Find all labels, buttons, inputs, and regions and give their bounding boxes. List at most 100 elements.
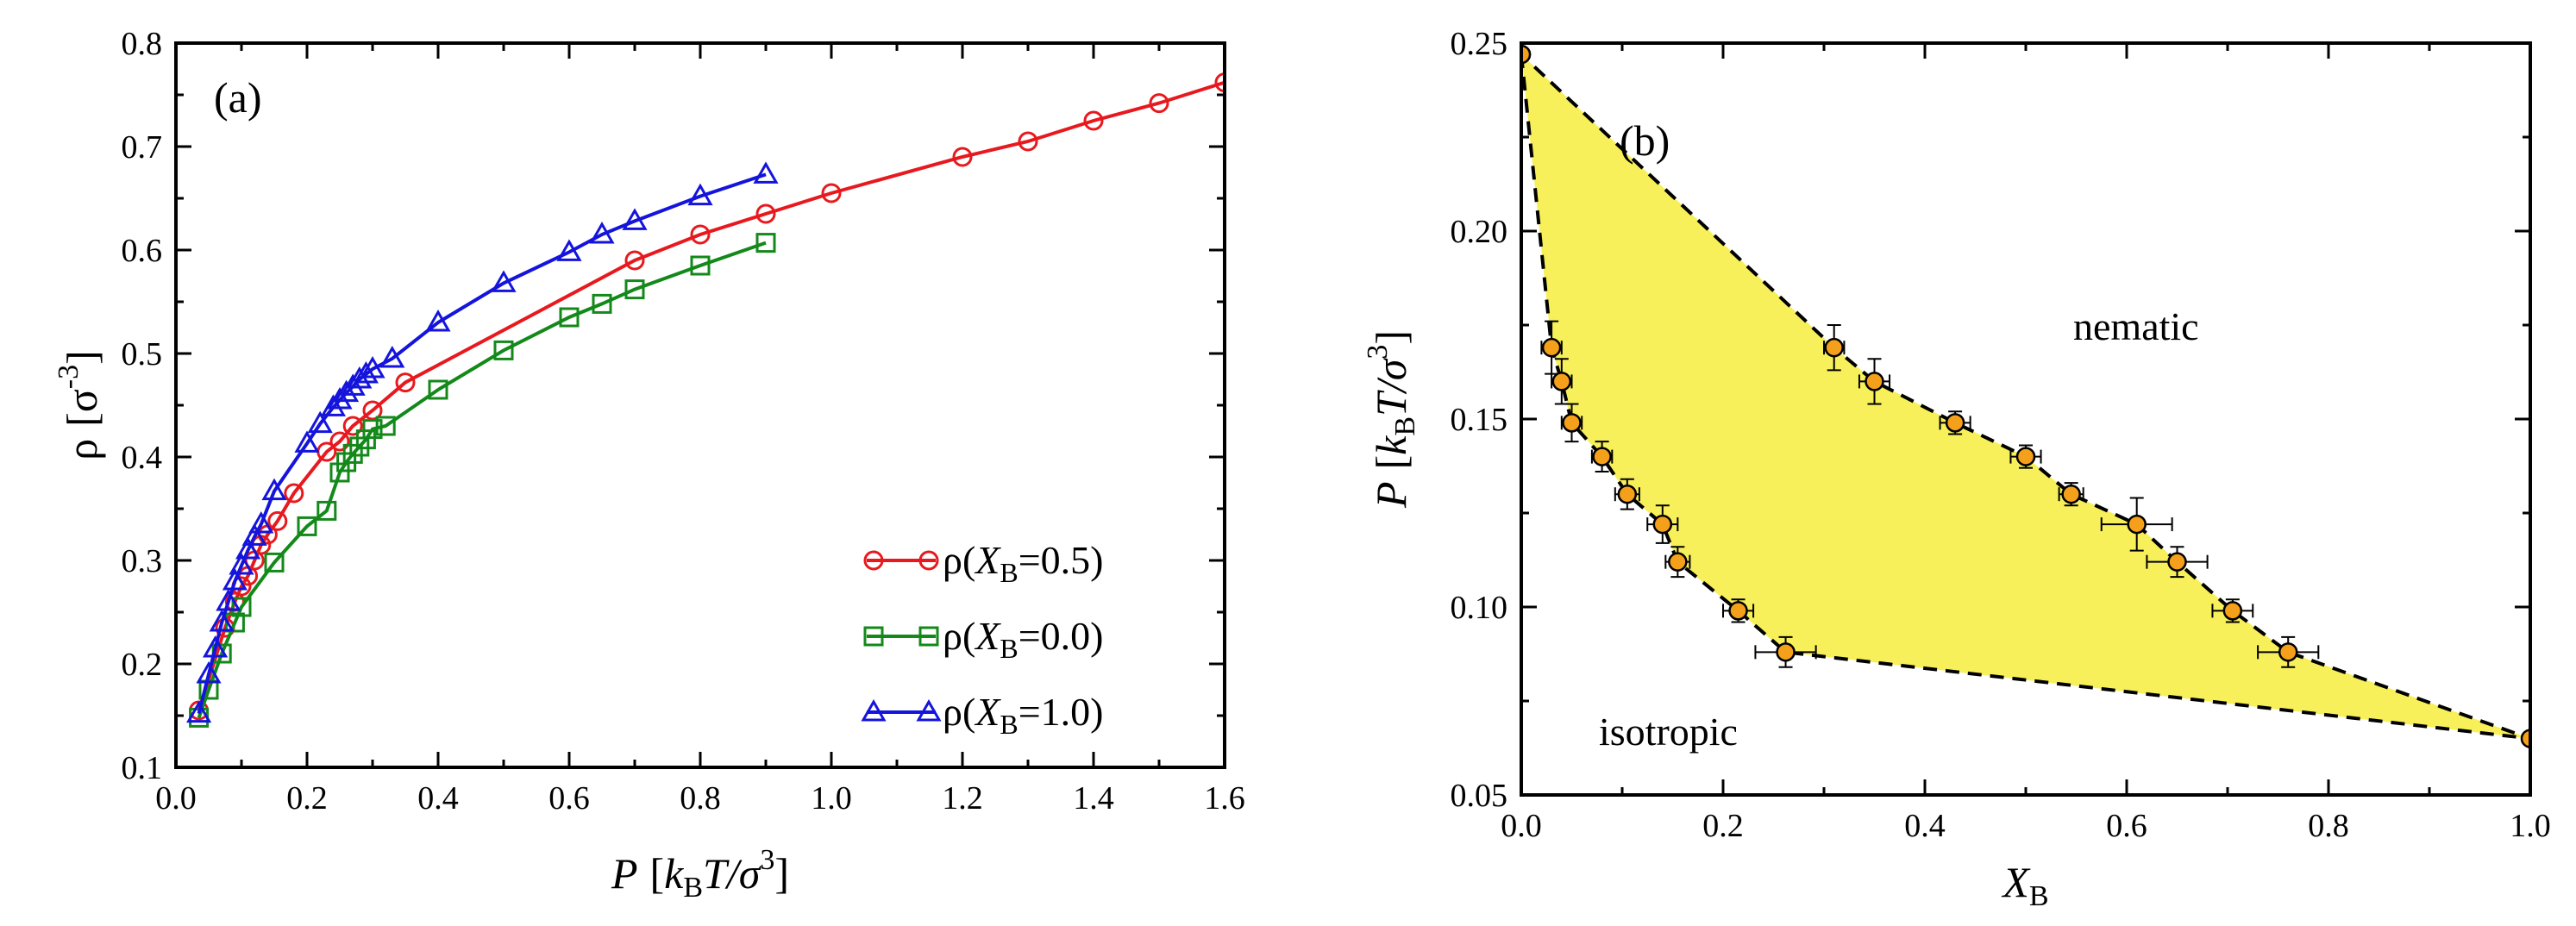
data-point-marker [1562, 413, 1582, 433]
panel-b: 0.0 0.2 0.4 0.6 0.8 1.0 0.05 0.10 0.15 0.20 0.25 (… [1362, 26, 2551, 912]
circle-marker [1018, 131, 1038, 152]
series-line [197, 172, 767, 715]
data-point-marker [2222, 601, 2243, 621]
triangle-marker [687, 183, 713, 206]
y-tick-label: 0.20 [1451, 214, 1508, 250]
square-marker [231, 597, 252, 617]
triangle-marker [360, 355, 385, 379]
triangle-marker [241, 523, 267, 546]
data-point-marker [2278, 642, 2298, 662]
y-tick-label: 0.8 [122, 26, 163, 62]
data-point-marker [2015, 447, 2036, 466]
series-line [197, 241, 767, 719]
y-tick-label: 0.25 [1451, 26, 1508, 62]
y-tick-label: 0.15 [1451, 402, 1508, 438]
triangle-marker [186, 700, 212, 723]
square-marker [329, 462, 350, 483]
x-tick-label: 0.8 [680, 780, 721, 817]
circle-marker [1149, 93, 1169, 114]
square-marker [690, 255, 711, 276]
square-marker [428, 379, 448, 400]
circle-marker [1214, 72, 1225, 93]
data-point-marker [1652, 514, 1673, 535]
data-point-marker [2127, 514, 2147, 535]
triangle-marker [334, 379, 360, 403]
square-marker [317, 500, 337, 521]
triangle-marker [753, 161, 779, 184]
triangle-marker [327, 386, 353, 410]
panel-b-label: (b) [1620, 116, 1670, 165]
legend-marker-left [863, 550, 884, 571]
series-triangle [186, 161, 779, 723]
triangle-marker [222, 567, 248, 591]
legend-label: ρ(XB=1.0) [943, 690, 1104, 740]
data-points-endpoints [1521, 44, 2530, 748]
legend-marker-right [918, 550, 939, 571]
triangle-marker [209, 609, 235, 632]
data-point-marker [1668, 552, 1688, 572]
data-point-marker [1541, 337, 1562, 358]
square-marker [349, 436, 370, 457]
square-marker [355, 429, 376, 450]
triangle-marker [203, 635, 229, 658]
triangle-marker [320, 394, 346, 416]
square-marker [755, 233, 776, 253]
legend-entry: ρ(XB=0.5) [863, 538, 1104, 588]
y-tick-label: 0.1 [122, 750, 163, 786]
circle-marker [284, 483, 304, 504]
triangle-marker [491, 270, 517, 292]
x-tick-label: 1.4 [1073, 780, 1114, 817]
y-tick-label: 0.05 [1451, 778, 1508, 814]
triangle-marker [425, 309, 451, 332]
square-marker [592, 293, 612, 314]
triangle-marker [216, 588, 241, 611]
triangle-marker [307, 410, 333, 434]
square-marker [264, 552, 285, 572]
data-point-marker [2167, 552, 2187, 572]
x-tick-label: 0.6 [2106, 808, 2147, 844]
circle-marker [690, 224, 711, 245]
data-point-marker [1728, 601, 1748, 621]
circle-marker [329, 431, 350, 452]
data-point-marker [1521, 44, 1532, 65]
square-marker [624, 279, 645, 300]
x-tick-label: 0.2 [1702, 808, 1744, 844]
legend-label: ρ(XB=0.0) [943, 614, 1104, 664]
y-tick-label: 0.7 [122, 129, 163, 166]
legend-entry: ρ(XB=0.0) [863, 614, 1104, 664]
circle-marker [624, 250, 645, 271]
x-tick-label: 1.2 [942, 780, 983, 817]
data-point-marker [1945, 413, 1965, 433]
y-tick-label: 0.3 [122, 543, 163, 579]
series-square [189, 233, 776, 728]
circle-marker [952, 147, 973, 167]
circle-marker [362, 400, 383, 421]
data-point-marker [1592, 447, 1612, 466]
x-tick-label: 0.8 [2308, 808, 2349, 844]
triangle-marker [261, 478, 287, 501]
triangle-marker [294, 430, 320, 453]
square-marker [493, 340, 514, 360]
triangle-marker [340, 373, 366, 396]
circle-marker [1083, 110, 1104, 131]
triangle-marker [196, 660, 222, 684]
legend-marker-right [918, 626, 939, 647]
legend-entry: ρ(XB=1.0) [861, 690, 1104, 740]
annotation-nematic: nematic [2073, 304, 2199, 348]
data-point-marker [1824, 337, 1844, 358]
x-tick-label: 1.0 [2510, 808, 2551, 844]
square-marker [297, 516, 317, 536]
circle-marker [755, 203, 776, 224]
circle-marker [342, 416, 363, 436]
coexistence-region [1521, 54, 2530, 739]
x-tick-label: 0.6 [548, 780, 590, 817]
x-tick-label: 1.6 [1204, 780, 1245, 817]
panel-b-xlabel: XB [2001, 858, 2048, 912]
square-marker [375, 416, 396, 436]
panel-a-ylabel: ρ[σ-3] [53, 350, 106, 460]
triangle-marker [379, 345, 405, 368]
triangle-marker [556, 239, 582, 261]
data-point-marker [1551, 372, 1572, 391]
triangle-marker [229, 552, 254, 575]
